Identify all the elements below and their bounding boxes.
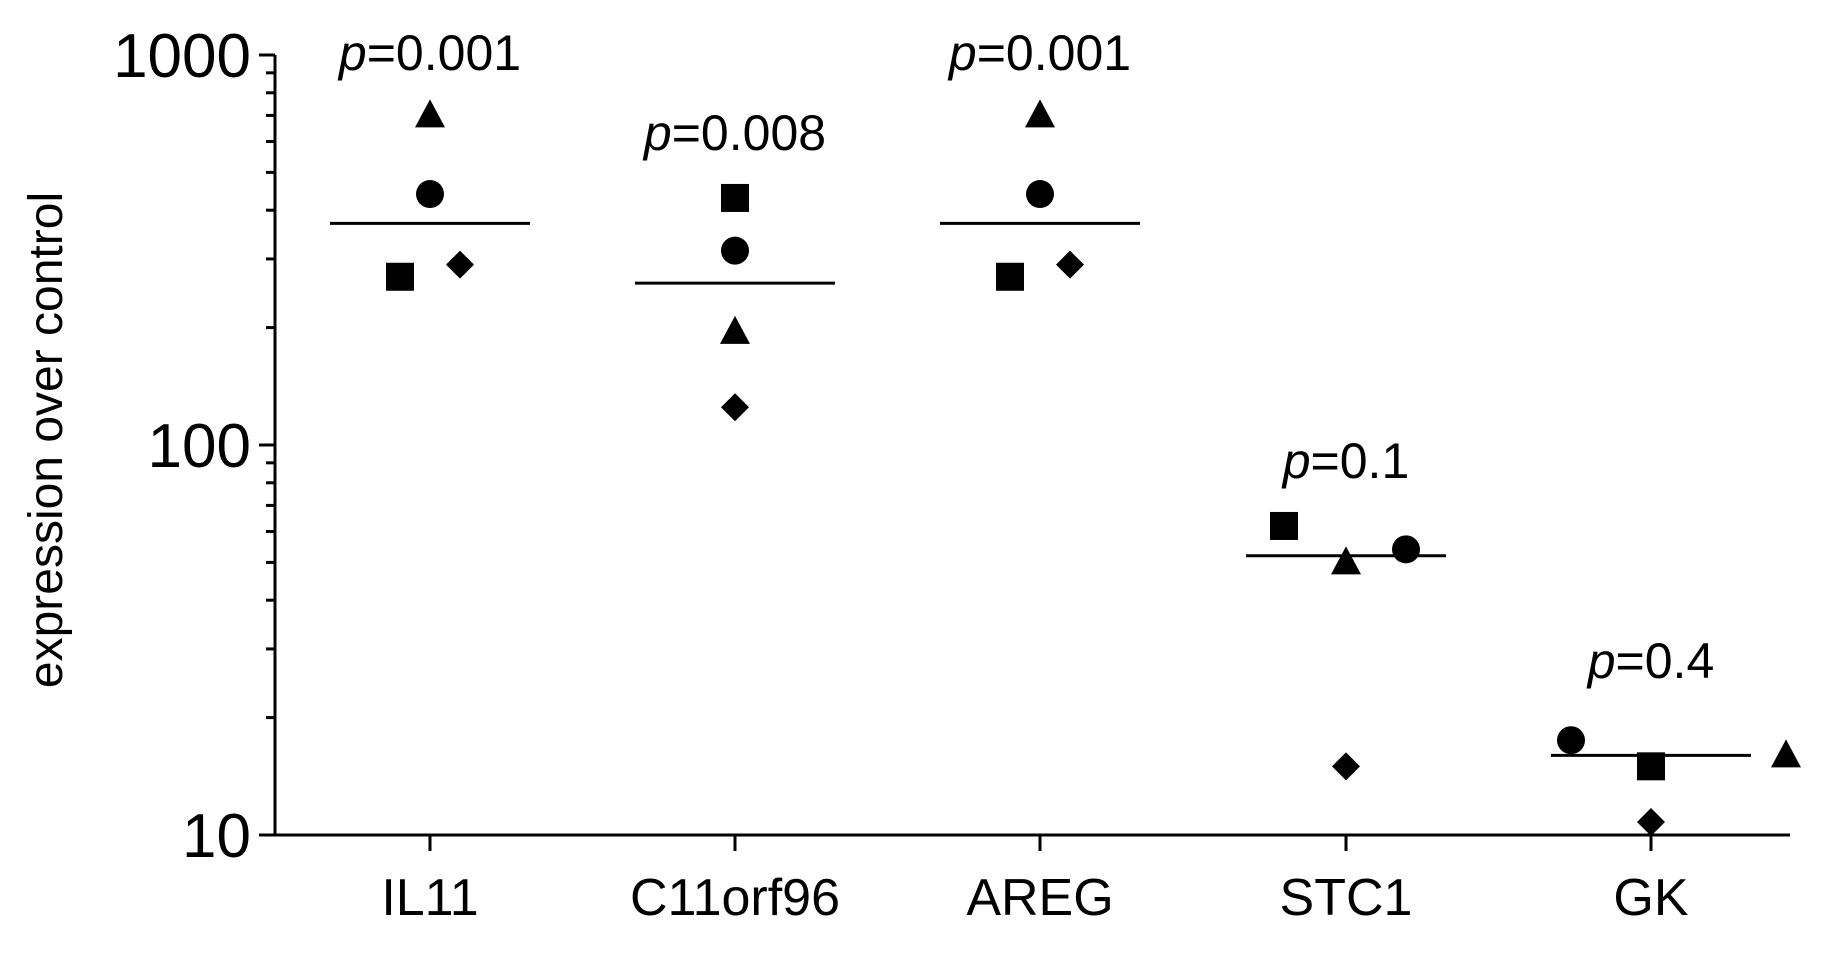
triangle-point xyxy=(1771,739,1801,768)
y-axis-title: expression over control xyxy=(20,192,73,688)
diamond-point xyxy=(1056,250,1084,279)
p-value-label: p=0.4 xyxy=(1586,633,1715,689)
triangle-point xyxy=(720,315,750,344)
circle-point xyxy=(1557,726,1585,755)
p-value-label: p=0.001 xyxy=(947,25,1131,81)
circle-point xyxy=(416,180,444,209)
triangle-point xyxy=(1025,99,1055,128)
diamond-point xyxy=(446,250,474,279)
p-value: =0.1 xyxy=(1311,433,1410,489)
p-symbol: p xyxy=(947,25,977,81)
p-value-label: p=0.1 xyxy=(1281,433,1410,489)
square-point xyxy=(386,262,414,291)
square-point xyxy=(721,183,749,212)
x-tick-label: AREG xyxy=(966,869,1113,927)
p-symbol: p xyxy=(337,25,367,81)
square-point xyxy=(1270,511,1298,540)
p-value-label: p=0.001 xyxy=(337,25,521,81)
diamond-point xyxy=(721,393,749,422)
x-tick-label: STC1 xyxy=(1280,869,1413,927)
p-symbol: p xyxy=(1281,433,1311,489)
p-value: =0.008 xyxy=(672,105,826,161)
circle-point xyxy=(721,236,749,265)
p-value: =0.001 xyxy=(367,25,521,81)
p-value: =0.4 xyxy=(1616,633,1715,689)
circle-point xyxy=(1392,535,1420,564)
p-value-label: p=0.008 xyxy=(642,105,826,161)
diamond-point xyxy=(1332,752,1360,781)
p-symbol: p xyxy=(642,105,672,161)
y-tick-label: 1000 xyxy=(113,22,251,91)
p-symbol: p xyxy=(1586,633,1616,689)
x-tick-label: C11orf96 xyxy=(630,869,840,927)
diamond-point xyxy=(1637,807,1665,836)
triangle-point xyxy=(415,99,445,128)
x-tick-label: GK xyxy=(1613,869,1688,927)
y-tick-label: 10 xyxy=(182,802,251,871)
y-tick-label: 100 xyxy=(148,412,251,481)
square-point xyxy=(996,262,1024,291)
x-tick-label: IL11 xyxy=(381,869,478,927)
triangle-point xyxy=(1331,546,1361,575)
axes: 10 100 1000 IL11 C11orf96 AREG STC1 GK xyxy=(113,22,1790,927)
circle-point xyxy=(1026,180,1054,209)
p-value: =0.001 xyxy=(977,25,1131,81)
square-point xyxy=(1637,752,1665,781)
